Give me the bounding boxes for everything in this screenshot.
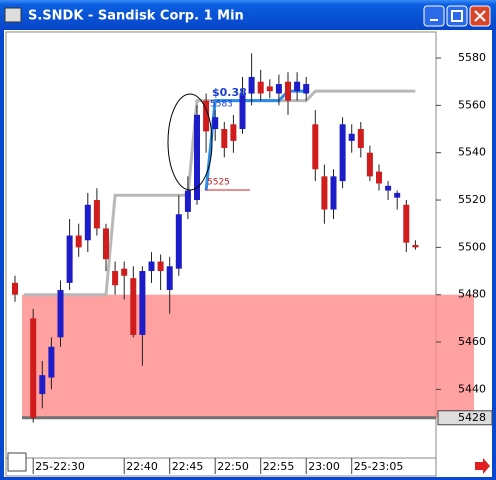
y-tick-label: 5460 — [458, 335, 486, 348]
x-tick-label: 25-22:30 — [35, 460, 85, 473]
zone — [22, 294, 474, 418]
y-tick-label: 5560 — [458, 98, 486, 111]
candle-body — [221, 129, 228, 148]
candle-body — [321, 176, 328, 210]
candle-body — [357, 129, 364, 148]
candle-body — [66, 235, 73, 283]
x-tick-label: 22:40 — [126, 460, 158, 473]
y-tick-label: 5440 — [458, 382, 486, 395]
candle-body — [112, 271, 119, 286]
annotation: 5525 — [207, 178, 230, 188]
candle-body — [166, 266, 173, 290]
y-tick-label: 5480 — [458, 288, 486, 301]
candle-body — [303, 84, 310, 94]
candle-body — [275, 84, 282, 94]
candle-body — [184, 190, 191, 212]
annotation: 5583 — [210, 100, 233, 110]
x-tick-label: 23:00 — [308, 460, 340, 473]
candle-body — [394, 192, 401, 198]
candle-body — [339, 124, 346, 182]
maximize-icon — [451, 10, 463, 22]
candle-body — [285, 81, 291, 101]
x-tick-label: 22:55 — [263, 460, 295, 473]
candle-body — [366, 152, 373, 177]
maximize-button[interactable] — [446, 5, 468, 27]
candle-body — [12, 282, 18, 295]
time-axis — [5, 457, 437, 477]
plot: 5440 5460 5480 5500 5520 5540 5560 5580 25-22:30… — [12, 51, 493, 474]
level-box — [437, 410, 493, 426]
candle-body — [148, 261, 155, 272]
candle-body — [385, 185, 392, 191]
candle-body — [175, 214, 182, 269]
candle-body — [248, 76, 255, 94]
candle-body — [130, 278, 137, 335]
annotation-ellipse — [167, 93, 213, 191]
candle-body — [312, 124, 319, 170]
candle-body — [348, 133, 355, 141]
candle-body — [103, 228, 109, 260]
candle-body — [212, 117, 219, 130]
title-bar — [0, 0, 496, 30]
candle-body — [30, 318, 37, 418]
minimize-button[interactable] — [423, 5, 445, 27]
corner-box[interactable] — [7, 452, 27, 472]
candle-body — [39, 375, 46, 395]
candle-body — [93, 200, 100, 229]
x-tick-label: 22:45 — [172, 460, 204, 473]
candle-body — [403, 204, 410, 243]
x-tick-label: 25-23:05 — [354, 460, 404, 473]
candle-body — [266, 86, 273, 92]
window-title: S.SNDK - Sandisk Corp. 1 Min — [28, 9, 244, 24]
candle-body — [57, 289, 64, 338]
candle-body — [194, 114, 200, 201]
candle-body — [330, 176, 337, 210]
candle-body — [294, 81, 301, 92]
candle-body — [257, 81, 264, 94]
candle-body — [412, 245, 419, 248]
candle-body — [203, 100, 210, 132]
candle-body — [48, 346, 55, 378]
candle-body — [84, 204, 91, 241]
candle-body — [239, 93, 246, 130]
close-icon — [474, 10, 486, 22]
annotation: $0.38 — [212, 86, 247, 99]
y-tick-label: 5540 — [458, 146, 486, 159]
y-tick-label: 5580 — [458, 51, 486, 64]
minimize-icon — [430, 19, 438, 21]
candle-body — [75, 235, 82, 248]
candle-body — [157, 261, 164, 272]
y-tick-label: 5520 — [458, 193, 486, 206]
y-tick-label: 5500 — [458, 240, 486, 253]
window-icon[interactable] — [4, 7, 22, 23]
candle-body — [230, 124, 237, 141]
candle-body — [376, 171, 382, 184]
level-label: 5428 — [458, 411, 486, 424]
x-tick-label: 22:50 — [217, 460, 249, 473]
candle-body — [139, 271, 146, 335]
scroll-arrow[interactable] — [475, 458, 490, 474]
candle-body — [121, 268, 128, 276]
